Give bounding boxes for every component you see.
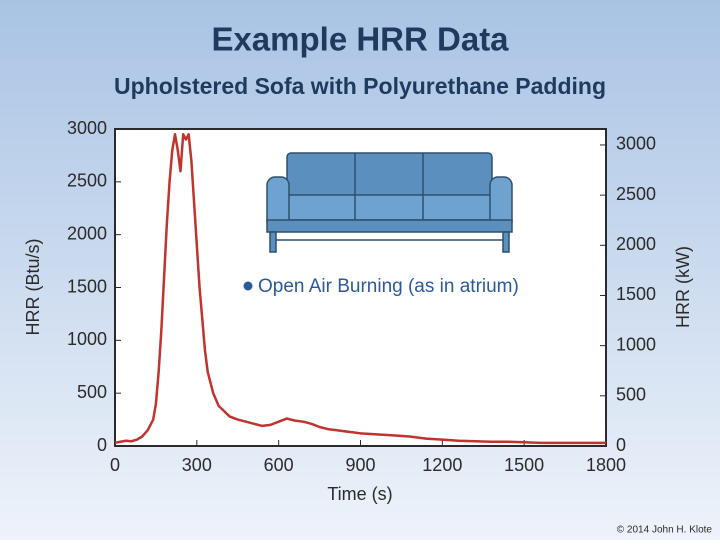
x-tick-label: 600 (264, 455, 294, 475)
y-tick-label: 500 (77, 382, 107, 402)
subtitle: Upholstered Sofa with Polyurethane Paddi… (114, 73, 606, 99)
y2-tick-label: 500 (616, 385, 646, 405)
y-tick-label: 3000 (67, 118, 107, 138)
y2-tick-label: 2000 (616, 234, 656, 254)
annotation: Open Air Burning (as in atrium) (258, 276, 519, 297)
y2-tick-label: 1000 (616, 334, 656, 354)
y-tick-label: 0 (97, 435, 107, 455)
x-tick-label: 900 (345, 455, 375, 475)
x-axis-label: Time (s) (327, 484, 392, 504)
y-tick-label: 1000 (67, 329, 107, 349)
data-line (114, 133, 606, 445)
annotation-bullet (243, 281, 253, 291)
credit: © 2014 John H. Klote (617, 525, 713, 536)
y2-tick-label: 2500 (616, 184, 656, 204)
x-tick-label: 300 (182, 455, 212, 475)
y2-axis-label: HRR (kW) (673, 246, 693, 328)
y-tick-label: 1500 (67, 276, 107, 296)
y2-tick-label: 1500 (616, 284, 656, 304)
y-axis-label: HRR (Btu/s) (23, 238, 43, 335)
x-tick-label: 1500 (504, 455, 544, 475)
y2-tick-label: 0 (616, 435, 626, 455)
x-tick-label: 0 (110, 455, 120, 475)
y-tick-label: 2500 (67, 171, 107, 191)
x-tick-label: 1200 (422, 455, 462, 475)
y2-tick-label: 3000 (616, 134, 656, 154)
title: Example HRR Data (211, 21, 509, 58)
sofa-illustration (266, 152, 513, 253)
x-tick-label: 1800 (586, 455, 626, 475)
y-tick-label: 2000 (67, 223, 107, 243)
